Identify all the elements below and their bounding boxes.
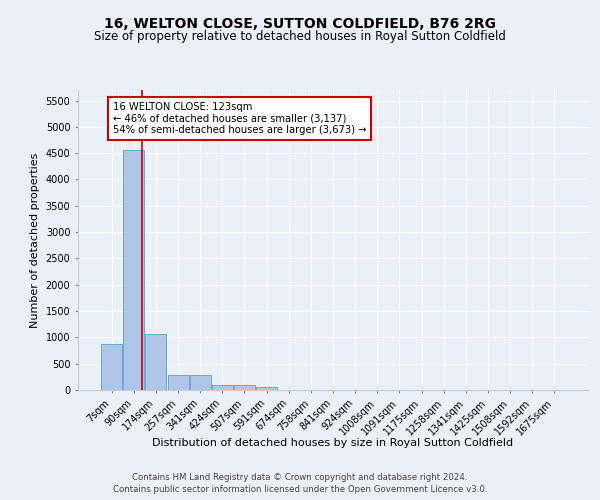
Bar — [124, 150, 145, 390]
Text: Distribution of detached houses by size in Royal Sutton Coldfield: Distribution of detached houses by size … — [152, 438, 514, 448]
Text: 16 WELTON CLOSE: 123sqm
← 46% of detached houses are smaller (3,137)
54% of semi: 16 WELTON CLOSE: 123sqm ← 46% of detache… — [113, 102, 367, 135]
Text: Contains HM Land Registry data © Crown copyright and database right 2024.: Contains HM Land Registry data © Crown c… — [132, 472, 468, 482]
Bar — [101, 344, 122, 390]
Bar — [167, 374, 188, 390]
Bar — [145, 334, 166, 390]
Text: Contains public sector information licensed under the Open Government Licence v3: Contains public sector information licen… — [113, 485, 487, 494]
Text: 16, WELTON CLOSE, SUTTON COLDFIELD, B76 2RG: 16, WELTON CLOSE, SUTTON COLDFIELD, B76 … — [104, 18, 496, 32]
Text: Size of property relative to detached houses in Royal Sutton Coldfield: Size of property relative to detached ho… — [94, 30, 506, 43]
Bar — [190, 376, 211, 390]
Y-axis label: Number of detached properties: Number of detached properties — [30, 152, 40, 328]
Bar — [234, 386, 255, 390]
Bar — [256, 388, 277, 390]
Bar — [212, 385, 233, 390]
